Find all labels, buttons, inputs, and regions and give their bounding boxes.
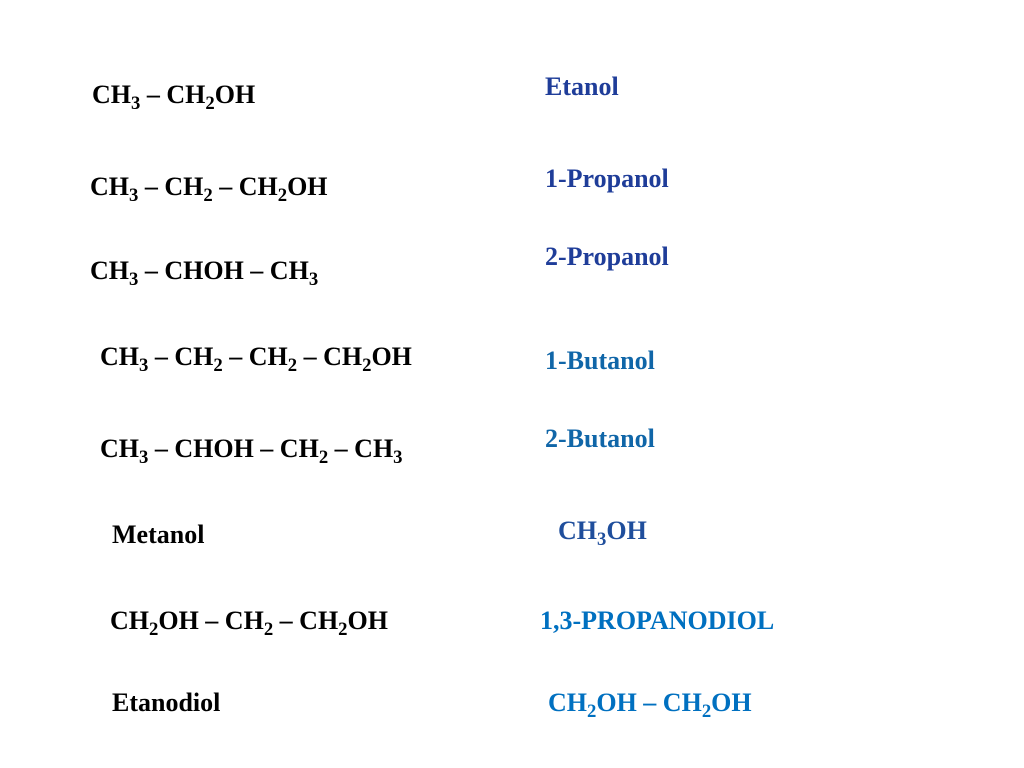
formula-fragment: OH [215, 80, 255, 109]
formula-fragment: – CH [140, 80, 205, 109]
formula-fragment: CH [110, 606, 149, 635]
subscript: 2 [203, 185, 212, 206]
formula-fragment: OH – CH [596, 688, 701, 717]
formula-fragment: CH [90, 256, 129, 285]
formula-fragment: – CH [148, 342, 213, 371]
subscript: 3 [139, 355, 148, 376]
formula-fragment: – CH [273, 606, 338, 635]
formula-fragment: Etanodiol [112, 688, 220, 717]
subscript: 2 [149, 619, 158, 640]
compound-name-3: 1-Butanol [545, 346, 655, 376]
subscript: 3 [129, 185, 138, 206]
compound-name-1: 1-Propanol [545, 164, 669, 194]
compound-name-2: 2-Propanol [545, 242, 669, 272]
compound-formula-answer-5: CH3OH [558, 516, 647, 546]
formula-fragment: – CH [213, 172, 278, 201]
subscript: 2 [278, 185, 287, 206]
chemical-formula-7: Etanodiol [112, 688, 220, 718]
subscript: 2 [587, 701, 596, 722]
chemical-formula-2: CH3 – CHOH – CH3 [90, 256, 318, 286]
subscript: 3 [129, 269, 138, 290]
subscript: 2 [319, 447, 328, 468]
formula-fragment: CH [100, 342, 139, 371]
compound-name-0: Etanol [545, 72, 619, 102]
formula-fragment: – CH [328, 434, 393, 463]
subscript: 2 [264, 619, 273, 640]
formula-fragment: OH [287, 172, 327, 201]
subscript: 3 [139, 447, 148, 468]
formula-fragment: – CH [138, 172, 203, 201]
formula-fragment: OH [711, 688, 751, 717]
formula-fragment: CH [90, 172, 129, 201]
formula-fragment: CH [558, 516, 597, 545]
chemical-formula-6: CH2OH – CH2 – CH2OH [110, 606, 388, 636]
formula-fragment: OH [348, 606, 388, 635]
chemical-formula-4: CH3 – CHOH – CH2 – CH3 [100, 434, 403, 464]
formula-fragment: – CH [297, 342, 362, 371]
compound-name-6: 1,3-PROPANODIOL [540, 606, 774, 636]
subscript: 2 [338, 619, 347, 640]
chemical-formula-5: Metanol [112, 520, 204, 550]
formula-fragment: OH [606, 516, 646, 545]
formula-fragment: – CH [223, 342, 288, 371]
formula-fragment: – CHOH – CH [138, 256, 308, 285]
formula-fragment: OH [371, 342, 411, 371]
chemical-formula-3: CH3 – CH2 – CH2 – CH2OH [100, 342, 412, 372]
compound-formula-answer-7: CH2OH – CH2OH [548, 688, 752, 718]
subscript: 3 [393, 447, 402, 468]
subscript: 3 [309, 269, 318, 290]
subscript: 2 [702, 701, 711, 722]
chemical-formula-1: CH3 – CH2 – CH2OH [90, 172, 328, 202]
formula-fragment: CH [92, 80, 131, 109]
subscript: 3 [131, 93, 140, 114]
subscript: 3 [597, 529, 606, 550]
formula-fragment: CH [548, 688, 587, 717]
formula-fragment: CH [100, 434, 139, 463]
compound-name-4: 2-Butanol [545, 424, 655, 454]
formula-fragment: – CHOH – CH [148, 434, 318, 463]
subscript: 2 [288, 355, 297, 376]
formula-fragment: Metanol [112, 520, 204, 549]
chemical-formula-0: CH3 – CH2OH [92, 80, 255, 110]
subscript: 2 [213, 355, 222, 376]
formula-fragment: OH – CH [158, 606, 263, 635]
subscript: 2 [205, 93, 214, 114]
